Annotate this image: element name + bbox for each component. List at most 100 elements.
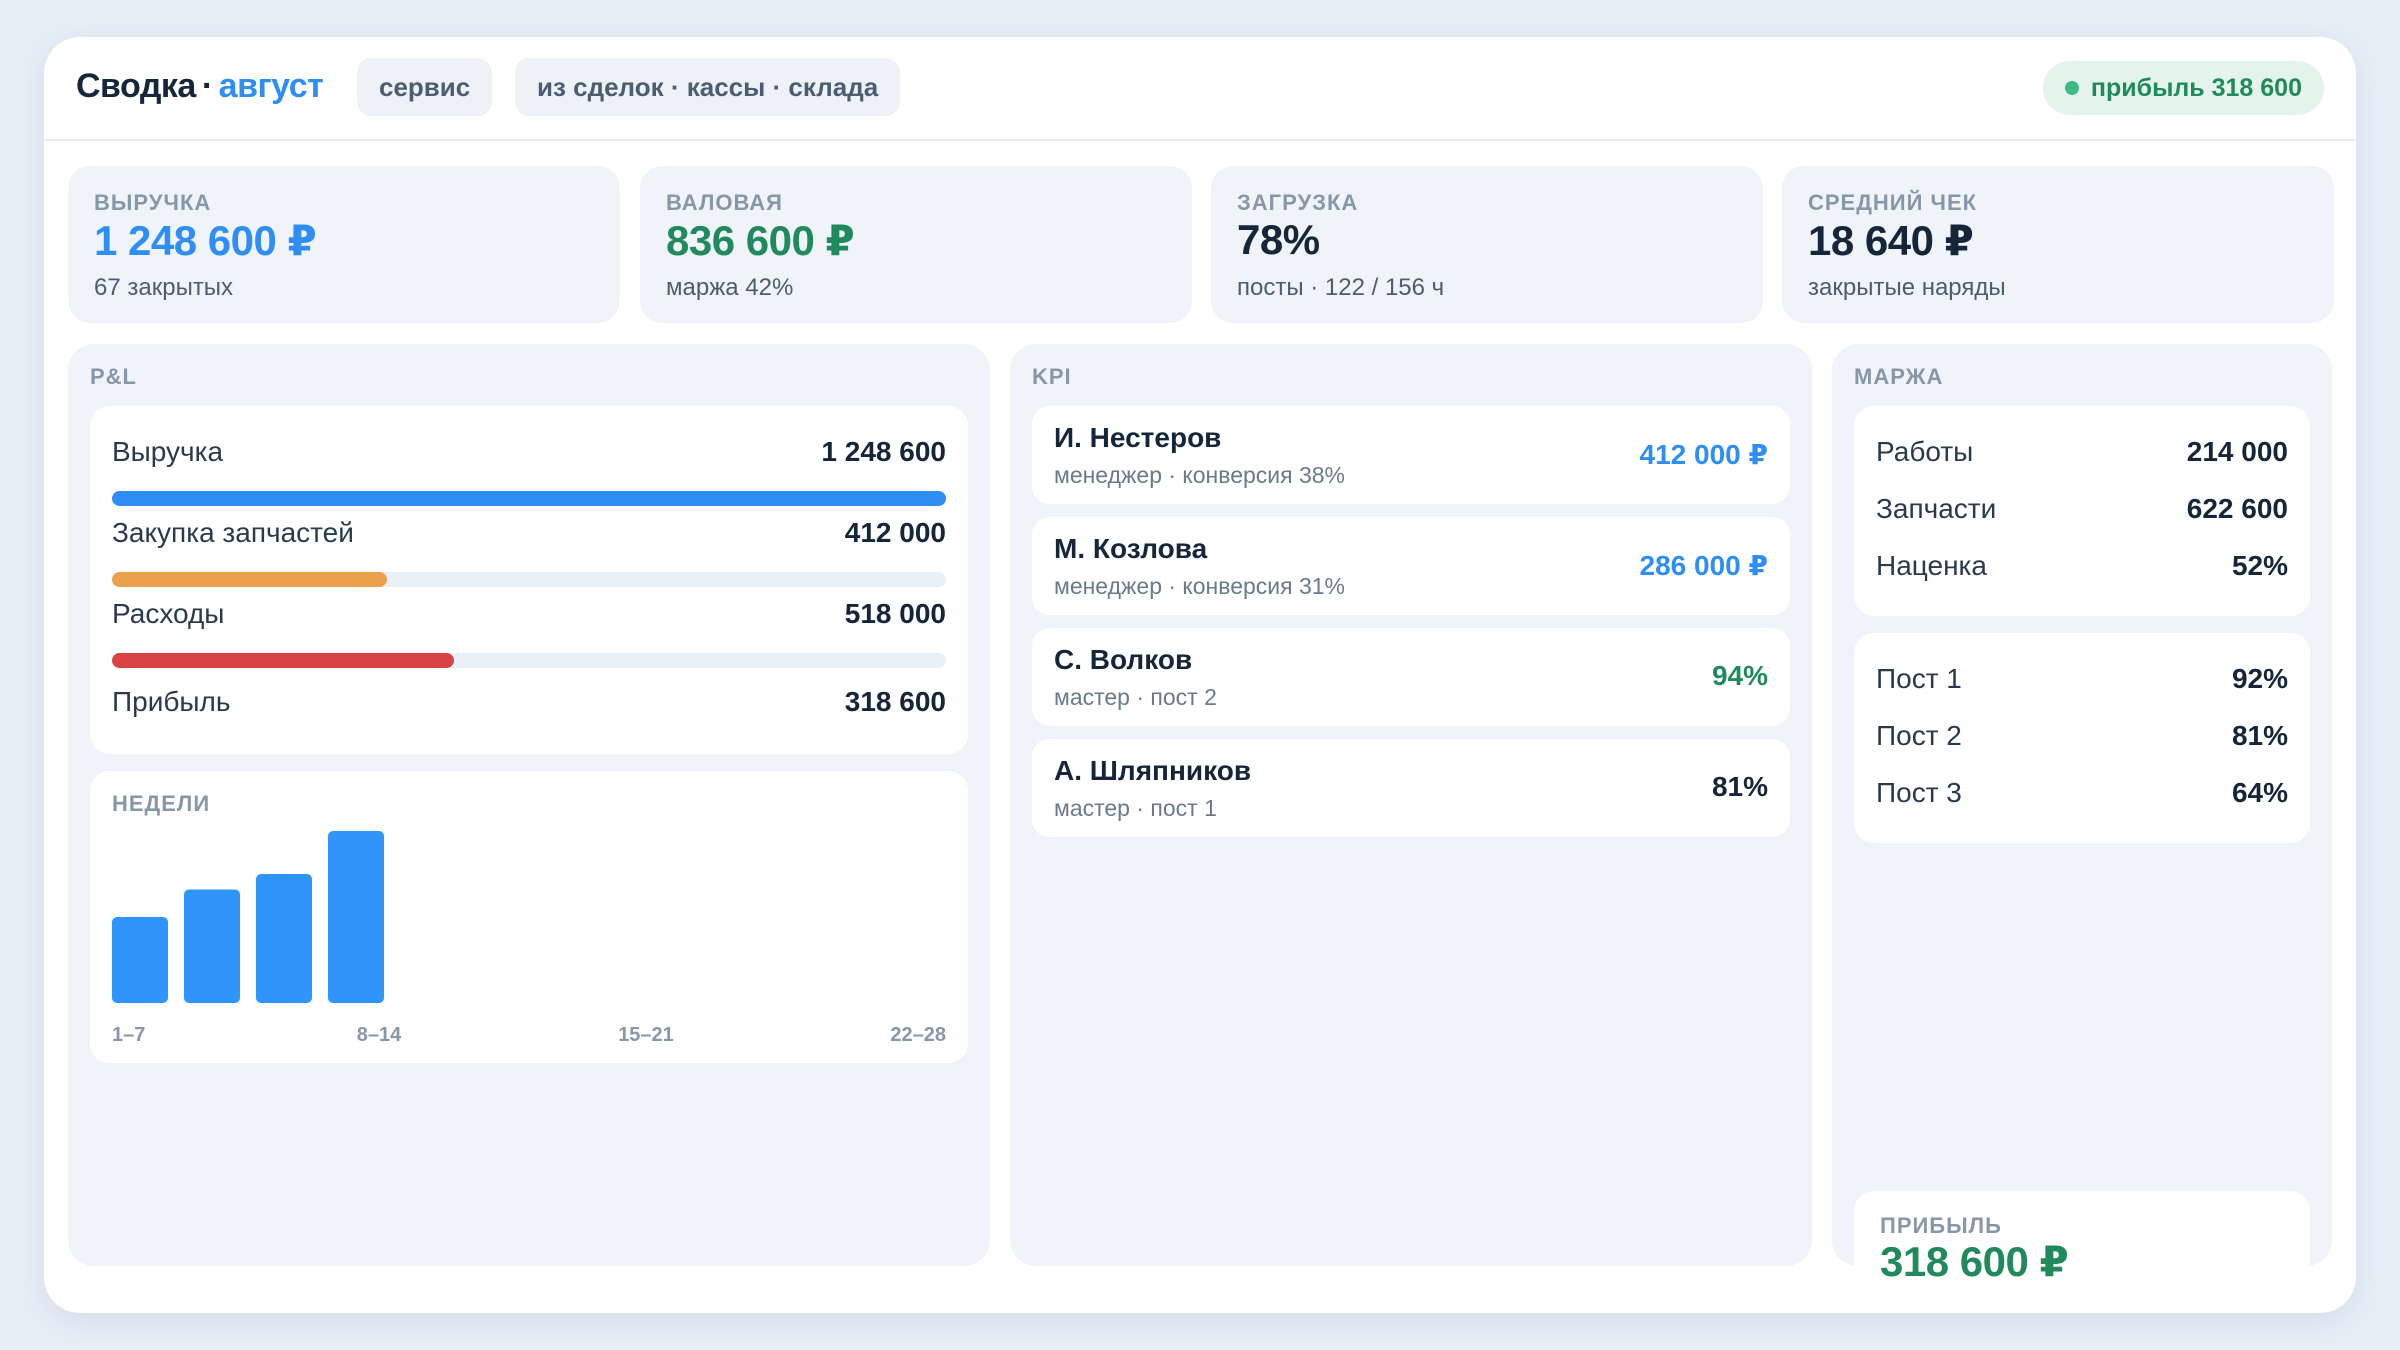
kpi-sub: 67 закрытых bbox=[94, 274, 234, 301]
kpi-value: 836 600 ₽ bbox=[666, 217, 855, 264]
person-value: 286 000 ₽ bbox=[1639, 550, 1768, 581]
profit-value: 318 600 ₽ bbox=[1880, 1238, 2069, 1285]
pl-bar-expenses bbox=[112, 653, 454, 668]
kpi-panel: KPI И. Нестеров менеджер · конверсия 38%… bbox=[1010, 344, 1812, 1266]
person-value: 81% bbox=[1711, 771, 1768, 802]
margin-row-value: 622 600 bbox=[2186, 493, 2288, 524]
header: Сводка · август сервис из сделок · кассы ·… bbox=[44, 37, 2356, 141]
pl-row-value: 412 000 bbox=[844, 517, 946, 548]
post-row: Пост 3 64% bbox=[1876, 777, 2288, 817]
person-role: мастер · пост 2 bbox=[1054, 684, 1217, 710]
margin-card: Работы 214 000 Запчасти 622 600 Наценка … bbox=[1854, 406, 2310, 616]
kpi-label: ВЫРУЧКА bbox=[94, 190, 212, 215]
kpi-card-load: ЗАГРУЗКА 78% посты · 122 / 156 ч bbox=[1211, 166, 1763, 323]
pl-bar-track bbox=[112, 653, 946, 668]
person-value: 412 000 ₽ bbox=[1639, 439, 1768, 470]
week-tick-label: 1–7 bbox=[112, 1024, 145, 1046]
kpi-card-gross: ВАЛОВАЯ 836 600 ₽ маржа 42% bbox=[640, 166, 1192, 323]
weeks-bar-chart: 1–7 8–14 15–21 22–28 bbox=[112, 831, 946, 1046]
week-bar bbox=[328, 831, 384, 1003]
kpi-sub: маржа 42% bbox=[666, 274, 794, 301]
panel-title: МАРЖА bbox=[1854, 364, 1944, 389]
person-value: 94% bbox=[1711, 660, 1768, 691]
kpi-card-avg-check: СРЕДНИЙ ЧЕК 18 640 ₽ закрытые наряды bbox=[1782, 166, 2334, 323]
panel-title: KPI bbox=[1032, 364, 1072, 389]
post-row: Пост 1 92% bbox=[1876, 663, 2288, 703]
kpi-person-row[interactable]: А. Шляпников мастер · пост 1 81% bbox=[1032, 739, 1790, 837]
status-dot-icon bbox=[2064, 81, 2079, 95]
kpi-person-row[interactable]: И. Нестеров менеджер · конверсия 38% 412… bbox=[1032, 406, 1790, 504]
pl-panel: P&L Выручка 1 248 600 Закупка запчастей … bbox=[68, 344, 990, 1266]
person-name: И. Нестеров bbox=[1054, 422, 1222, 453]
post-name: Пост 2 bbox=[1876, 720, 1962, 751]
post-name: Пост 1 bbox=[1876, 663, 1962, 694]
profit-status-badge: прибыль 318 600 bbox=[2042, 61, 2324, 115]
pl-row-value: 1 248 600 bbox=[821, 436, 946, 467]
pl-row-name: Выручка bbox=[112, 436, 224, 467]
month-selector[interactable]: август bbox=[218, 67, 324, 105]
margin-row-name: Запчасти bbox=[1876, 493, 1997, 524]
post-value: 92% bbox=[2231, 663, 2288, 694]
panel-title: P&L bbox=[90, 364, 137, 389]
profit-label: ПРИБЫЛЬ bbox=[1880, 1213, 2002, 1238]
pl-row-expenses: Расходы 518 000 bbox=[112, 598, 946, 638]
weeks-title: НЕДЕЛИ bbox=[112, 791, 211, 816]
margin-row-name: Работы bbox=[1876, 436, 1974, 467]
margin-row: Наценка 52% bbox=[1876, 550, 2288, 590]
post-value: 64% bbox=[2231, 777, 2288, 808]
dashboard-window: Сводка · август сервис из сделок · кассы ·… bbox=[44, 37, 2356, 1313]
profit-card: ПРИБЫЛЬ 318 600 ₽ bbox=[1854, 1191, 2310, 1305]
post-value: 81% bbox=[2231, 720, 2288, 751]
person-name: С. Волков bbox=[1054, 644, 1193, 675]
week-bar bbox=[184, 889, 240, 1003]
post-name: Пост 3 bbox=[1876, 777, 1962, 808]
margin-row: Работы 214 000 bbox=[1876, 436, 2288, 476]
margin-row: Запчасти 622 600 bbox=[1876, 493, 2288, 533]
week-bar bbox=[112, 917, 168, 1003]
week-tick-label: 22–28 bbox=[890, 1024, 946, 1046]
week-tick-label: 15–21 bbox=[618, 1024, 674, 1046]
title-text: Сводка bbox=[76, 67, 196, 105]
margin-row-value: 214 000 bbox=[2186, 436, 2288, 467]
pl-bar-revenue bbox=[112, 491, 946, 506]
margin-panel: МАРЖА Работы 214 000 Запчасти 622 600 На… bbox=[1832, 344, 2332, 1305]
kpi-sub: посты · 122 / 156 ч bbox=[1237, 274, 1445, 301]
pl-card: Выручка 1 248 600 Закупка запчастей 412 … bbox=[90, 406, 968, 754]
title-separator: · bbox=[201, 67, 213, 105]
week-tick-label: 8–14 bbox=[357, 1024, 402, 1046]
pl-row-revenue: Выручка 1 248 600 bbox=[112, 436, 946, 476]
kpi-value: 18 640 ₽ bbox=[1808, 217, 1974, 264]
pl-row-value: 318 600 bbox=[844, 686, 946, 717]
post-row: Пост 2 81% bbox=[1876, 720, 2288, 760]
person-name: А. Шляпников bbox=[1054, 755, 1252, 786]
pl-bar-track bbox=[112, 572, 946, 587]
kpi-label: ВАЛОВАЯ bbox=[666, 190, 783, 215]
pl-row-name: Расходы bbox=[112, 598, 225, 629]
person-role: менеджер · конверсия 31% bbox=[1054, 573, 1346, 599]
pl-row-profit: Прибыль 318 600 bbox=[112, 686, 946, 726]
pl-row-name: Прибыль bbox=[112, 686, 231, 717]
kpi-card-revenue: ВЫРУЧКА 1 248 600 ₽ 67 закрытых bbox=[68, 166, 620, 323]
margin-row-name: Наценка bbox=[1876, 550, 1987, 581]
person-name: М. Козлова bbox=[1054, 533, 1208, 564]
kpi-label: ЗАГРУЗКА bbox=[1237, 190, 1359, 215]
page-title: Сводка · август bbox=[76, 67, 324, 106]
profit-badge-text: прибыль 318 600 bbox=[2090, 74, 2302, 102]
person-role: менеджер · конверсия 38% bbox=[1054, 462, 1346, 488]
kpi-person-row[interactable]: С. Волков мастер · пост 2 94% bbox=[1032, 628, 1790, 726]
pl-row-parts: Закупка запчастей 412 000 bbox=[112, 517, 946, 557]
kpi-label: СРЕДНИЙ ЧЕК bbox=[1808, 190, 1978, 215]
margin-row-value: 52% bbox=[2231, 550, 2288, 581]
pl-bar-track bbox=[112, 491, 946, 506]
chip-data-source[interactable]: из сделок · кассы · склада bbox=[515, 58, 901, 116]
kpi-value: 78% bbox=[1237, 216, 1320, 263]
person-role: мастер · пост 1 bbox=[1054, 795, 1217, 821]
kpi-value: 1 248 600 ₽ bbox=[94, 217, 317, 264]
kpi-sub: закрытые наряды bbox=[1808, 274, 2006, 301]
pl-row-value: 518 000 bbox=[844, 598, 946, 629]
posts-card: Пост 1 92% Пост 2 81% Пост 3 64% bbox=[1854, 633, 2310, 843]
pl-row-name: Закупка запчастей bbox=[112, 517, 354, 548]
weeks-card: НЕДЕЛИ 1–7 8–14 15–21 22–28 bbox=[90, 771, 968, 1063]
kpi-person-row[interactable]: М. Козлова менеджер · конверсия 31% 286 … bbox=[1032, 517, 1790, 615]
chip-service[interactable]: сервис bbox=[357, 58, 493, 116]
